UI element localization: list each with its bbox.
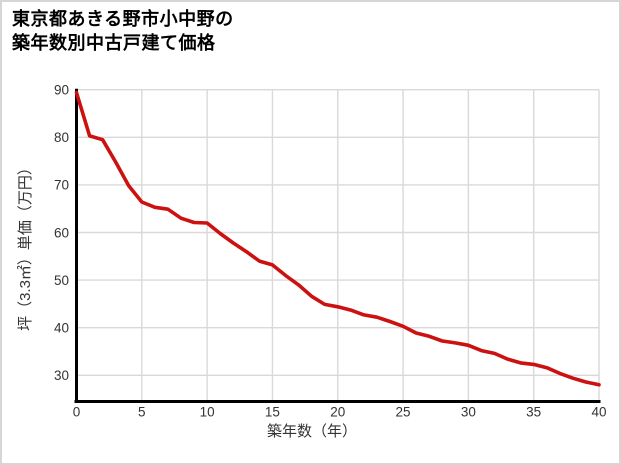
x-tick-label: 35 [526, 405, 541, 420]
x-tick-label: 15 [265, 405, 280, 420]
y-tick-label: 70 [54, 178, 69, 193]
x-tick-label: 30 [461, 405, 476, 420]
y-tick-label: 60 [54, 225, 69, 240]
x-tick-label: 10 [200, 405, 215, 420]
chart-title-line2: 築年数別中古戸建て価格 [12, 33, 216, 53]
x-tick-label: 0 [73, 405, 81, 420]
x-axis-title: 築年数（年） [267, 422, 357, 440]
y-tick-label: 30 [54, 368, 69, 383]
x-tick-label: 5 [138, 405, 146, 420]
y-tick-label: 80 [54, 130, 69, 145]
y-tick-label: 50 [54, 273, 69, 288]
y-tick-label: 40 [54, 321, 69, 336]
y-axis-title: 坪（3.3㎡）単価（万円） [17, 160, 34, 331]
x-tick-label: 25 [396, 405, 411, 420]
chart-title-line1: 東京都あきる野市小中野の [12, 9, 234, 29]
y-tick-label: 90 [54, 83, 69, 98]
chart-title: 東京都あきる野市小中野の 築年数別中古戸建て価格 [12, 7, 234, 55]
price-line [74, 90, 601, 387]
x-tick-label: 40 [591, 405, 606, 420]
x-tick-label: 20 [330, 405, 345, 420]
